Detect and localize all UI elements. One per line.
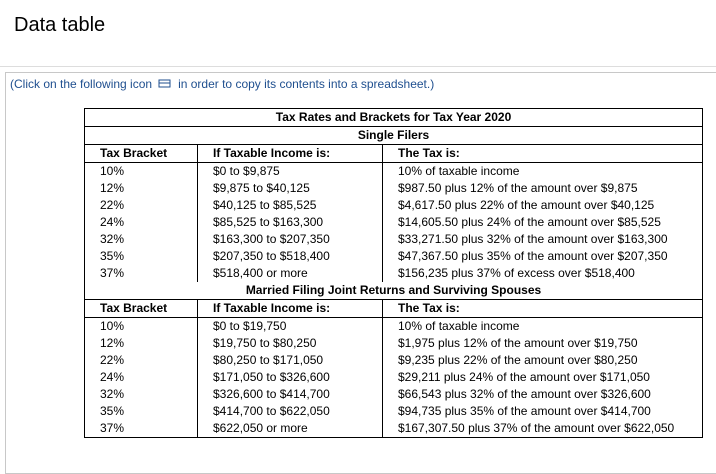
cell: $94,735 plus 35% of the amount over $414… <box>381 403 703 420</box>
data-row: 10% $0 to $9,875 10% of taxable income <box>85 162 703 180</box>
separator <box>0 66 716 67</box>
section-row: Single Filers <box>84 126 703 145</box>
column-header: If Taxable Income is: <box>197 144 383 163</box>
cell: 12% <box>100 336 125 350</box>
cell: 37% <box>100 266 125 280</box>
page: Data table (Click on the following icon … <box>0 14 716 474</box>
section-title: Single Filers <box>84 126 703 145</box>
section-row: Married Filing Joint Returns and Survivi… <box>84 282 703 300</box>
cell: 24% <box>100 215 125 229</box>
cell: 10% of taxable income <box>381 162 703 180</box>
title-row: Tax Rates and Brackets for Tax Year 2020 <box>84 108 703 127</box>
data-row: 10% $0 to $19,750 10% of taxable income <box>85 317 703 335</box>
cell: $163,300 to $207,350 <box>197 231 383 248</box>
header-row: Tax Bracket If Taxable Income is: The Tax … <box>84 144 703 163</box>
cell: $0 to $19,750 <box>197 317 383 335</box>
data-row: 35% $207,350 to $518,400 $47,367.50 plus 3… <box>85 248 703 265</box>
column-header: If Taxable Income is: <box>197 299 383 318</box>
cell: $518,400 or more <box>197 265 383 282</box>
cell: 37% <box>100 421 125 435</box>
cell: 35% <box>100 249 125 263</box>
cell: $19,750 to $80,250 <box>197 335 383 352</box>
data-row: 35% $414,700 to $622,050 $94,735 plus 35% … <box>85 403 703 420</box>
column-header: Tax Bracket <box>84 299 198 318</box>
data-row: 37% $622,050 or more $167,307.50 plus 37% … <box>85 420 703 438</box>
table-title: Tax Rates and Brackets for Tax Year 2020 <box>84 108 703 127</box>
data-row: 12% $19,750 to $80,250 $1,975 plus 12% of … <box>85 335 703 352</box>
data-row: 22% $40,125 to $85,525 $4,617.50 plus 22% … <box>85 197 703 214</box>
tax-table: Tax Rates and Brackets for Tax Year 2020… <box>84 108 704 438</box>
cell: $47,367.50 plus 35% of the amount over $… <box>381 248 703 265</box>
instruction-text: (Click on the following icon <box>10 77 153 91</box>
cell: 22% <box>100 198 125 212</box>
cell: 10% of taxable income <box>381 317 703 335</box>
cell: $9,875 to $40,125 <box>197 180 383 197</box>
table-body: Tax Rates and Brackets for Tax Year 2020… <box>84 108 703 438</box>
cell: 32% <box>100 387 125 401</box>
cell: $66,543 plus 32% of the amount over $326… <box>381 386 703 403</box>
cell: $622,050 or more <box>197 420 383 438</box>
cell: 24% <box>100 370 125 384</box>
cell: 32% <box>100 232 125 246</box>
cell: $80,250 to $171,050 <box>197 352 383 369</box>
cell: $4,617.50 plus 22% of the amount over $4… <box>381 197 703 214</box>
cell: $0 to $9,875 <box>197 162 383 180</box>
cell: 10% <box>100 319 125 333</box>
data-row: 32% $326,600 to $414,700 $66,543 plus 32% … <box>85 386 703 403</box>
cell: 35% <box>100 404 125 418</box>
instruction: (Click on the following icon in order to… <box>10 77 434 91</box>
cell: $85,525 to $163,300 <box>197 214 383 231</box>
copy-icon[interactable] <box>158 79 172 89</box>
cell: $33,271.50 plus 32% of the amount over $… <box>381 231 703 248</box>
cell: $987.50 plus 12% of the amount over $9,8… <box>381 180 703 197</box>
column-header: The Tax is: <box>381 299 703 318</box>
data-row: 12% $9,875 to $40,125 $987.50 plus 12% of … <box>85 180 703 197</box>
data-row: 22% $80,250 to $171,050 $9,235 plus 22% of… <box>85 352 703 369</box>
section-title: Married Filing Joint Returns and Survivi… <box>84 282 703 300</box>
column-header: The Tax is: <box>381 144 703 163</box>
cell: $29,211 plus 24% of the amount over $171… <box>381 369 703 386</box>
column-header: Tax Bracket <box>84 144 198 163</box>
cell: $167,307.50 plus 37% of the amount over … <box>381 420 703 438</box>
data-row: 37% $518,400 or more $156,235 plus 37% of … <box>85 265 703 282</box>
cell: 10% <box>100 164 125 178</box>
cell: $326,600 to $414,700 <box>197 386 383 403</box>
cell: $207,350 to $518,400 <box>197 248 383 265</box>
cell: $14,605.50 plus 24% of the amount over $… <box>381 214 703 231</box>
cell: $9,235 plus 22% of the amount over $80,2… <box>381 352 703 369</box>
cell: $1,975 plus 12% of the amount over $19,7… <box>381 335 703 352</box>
cell: $171,050 to $326,600 <box>197 369 383 386</box>
instruction-text: in order to copy its contents into a spr… <box>178 77 435 91</box>
header-row: Tax Bracket If Taxable Income is: The Tax … <box>84 299 703 318</box>
data-row: 24% $171,050 to $326,600 $29,211 plus 24% … <box>85 369 703 386</box>
cell: $414,700 to $622,050 <box>197 403 383 420</box>
cell: 12% <box>100 181 125 195</box>
dialog-title: Data table <box>14 14 106 36</box>
cell: $40,125 to $85,525 <box>197 197 383 214</box>
data-row: 32% $163,300 to $207,350 $33,271.50 plus 3… <box>85 231 703 248</box>
data-row: 24% $85,525 to $163,300 $14,605.50 plus 24… <box>85 214 703 231</box>
cell: 22% <box>100 353 125 367</box>
cell: $156,235 plus 37% of excess over $518,40… <box>381 265 703 282</box>
